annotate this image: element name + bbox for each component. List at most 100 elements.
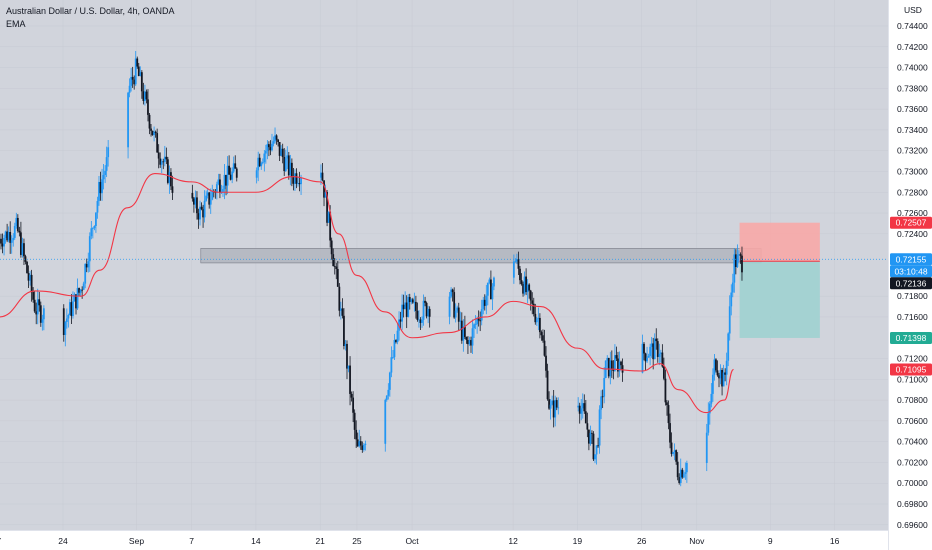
candle-up[interactable]	[474, 324, 477, 326]
candle-up[interactable]	[393, 340, 396, 358]
candle-up[interactable]	[261, 162, 264, 164]
candle-down[interactable]	[716, 370, 719, 376]
candle-up[interactable]	[362, 444, 365, 450]
candle-down[interactable]	[341, 308, 344, 316]
candle-down[interactable]	[543, 340, 546, 356]
candle-up[interactable]	[226, 165, 229, 186]
candle-down[interactable]	[419, 319, 422, 323]
candle-up[interactable]	[401, 304, 404, 322]
candle-down[interactable]	[597, 445, 599, 447]
candle-up[interactable]	[102, 175, 105, 180]
candle-down[interactable]	[414, 301, 417, 311]
candle-up[interactable]	[407, 297, 410, 317]
candle-down[interactable]	[522, 283, 524, 294]
candle-down[interactable]	[32, 292, 35, 300]
candle-down[interactable]	[681, 469, 684, 478]
candle-down[interactable]	[601, 396, 604, 398]
candle-up[interactable]	[88, 236, 91, 262]
candle-up[interactable]	[685, 462, 688, 473]
candle-up[interactable]	[266, 144, 269, 151]
candle-down[interactable]	[147, 99, 149, 115]
candle-down[interactable]	[16, 217, 19, 231]
candle-down[interactable]	[724, 372, 727, 375]
candle-down[interactable]	[225, 174, 227, 186]
candle-up[interactable]	[618, 361, 621, 372]
candle-down[interactable]	[428, 308, 431, 317]
candle-up[interactable]	[384, 399, 387, 444]
candle-up[interactable]	[390, 357, 393, 373]
candle-up[interactable]	[139, 72, 142, 77]
candle-up[interactable]	[485, 295, 488, 306]
candle-up[interactable]	[13, 225, 16, 238]
candle-up[interactable]	[284, 158, 287, 172]
candle-down[interactable]	[662, 366, 665, 379]
candle-up[interactable]	[476, 318, 479, 325]
candle-up[interactable]	[603, 377, 606, 397]
candle-down[interactable]	[142, 91, 145, 101]
candle-down[interactable]	[78, 288, 80, 293]
candle-up[interactable]	[535, 319, 538, 323]
candle-down[interactable]	[617, 358, 619, 372]
candle-down[interactable]	[395, 340, 397, 343]
candle-up[interactable]	[199, 206, 201, 220]
candle-up[interactable]	[205, 195, 208, 201]
candle-down[interactable]	[656, 341, 659, 357]
short-position-group[interactable]	[739, 222, 820, 338]
candle-up[interactable]	[95, 212, 97, 226]
candle-down[interactable]	[323, 180, 325, 198]
candle-up[interactable]	[482, 299, 485, 310]
candle-up[interactable]	[473, 324, 475, 329]
indicator-label[interactable]: EMA	[6, 19, 26, 29]
candle-up[interactable]	[79, 289, 82, 293]
candle-down[interactable]	[24, 256, 27, 262]
candle-down[interactable]	[278, 141, 281, 156]
candle-up[interactable]	[673, 450, 676, 453]
candle-down[interactable]	[171, 186, 174, 193]
candle-down[interactable]	[463, 326, 466, 337]
candle-up[interactable]	[98, 181, 100, 202]
candle-down[interactable]	[587, 429, 590, 444]
candle-up[interactable]	[15, 217, 18, 226]
candle-up[interactable]	[659, 352, 662, 354]
candle-up[interactable]	[684, 472, 687, 474]
candle-down[interactable]	[586, 423, 589, 430]
candle-up[interactable]	[324, 192, 327, 198]
candle-down[interactable]	[451, 289, 454, 293]
candle-down[interactable]	[157, 152, 160, 159]
candle-up[interactable]	[84, 264, 87, 284]
candle-down[interactable]	[477, 318, 480, 321]
candle-up[interactable]	[658, 353, 661, 357]
candle-down[interactable]	[402, 304, 405, 310]
candle-down[interactable]	[584, 411, 587, 424]
candle-up[interactable]	[41, 319, 44, 323]
candle-down[interactable]	[741, 255, 743, 273]
candle-up[interactable]	[491, 286, 494, 300]
candle-up[interactable]	[90, 228, 93, 237]
candle-down[interactable]	[453, 292, 456, 318]
candle-down[interactable]	[136, 58, 139, 67]
candle-down[interactable]	[592, 433, 595, 460]
candle-up[interactable]	[512, 261, 515, 278]
candle-up[interactable]	[606, 357, 609, 361]
candle-down[interactable]	[531, 300, 534, 304]
candle-up[interactable]	[42, 308, 45, 320]
candle-up[interactable]	[614, 355, 616, 371]
candle-up[interactable]	[3, 238, 5, 247]
candle-down[interactable]	[555, 400, 558, 408]
candle-down[interactable]	[287, 155, 290, 176]
candle-up[interactable]	[600, 396, 603, 410]
candle-up[interactable]	[260, 163, 263, 167]
candle-down[interactable]	[275, 135, 278, 140]
candle-down[interactable]	[235, 168, 238, 178]
candle-up[interactable]	[549, 404, 552, 409]
candle-down[interactable]	[583, 403, 586, 412]
candle-up[interactable]	[264, 150, 267, 154]
candle-down[interactable]	[35, 311, 38, 315]
candle-down[interactable]	[326, 192, 328, 223]
candle-down[interactable]	[33, 299, 36, 312]
candle-up[interactable]	[738, 254, 740, 256]
candle-down[interactable]	[333, 266, 336, 267]
candle-up[interactable]	[392, 357, 394, 359]
candle-up[interactable]	[713, 359, 716, 375]
candle-up[interactable]	[646, 357, 648, 362]
